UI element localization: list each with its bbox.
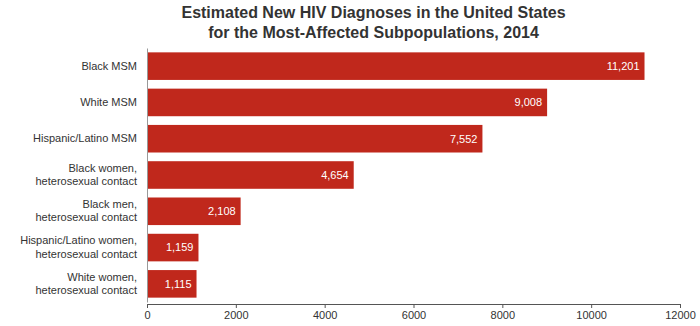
tick-label: 4000 bbox=[313, 309, 337, 321]
tick-mark bbox=[147, 304, 148, 308]
data-label: 11,201 bbox=[607, 60, 640, 72]
x-axis: 0 2000 4000 6000 8000 10000 12000 bbox=[144, 304, 695, 321]
tick: 8000 bbox=[491, 304, 515, 321]
data-label: 1,159 bbox=[166, 241, 194, 253]
tick-mark bbox=[414, 304, 415, 308]
tick-label: Black men,heterosexual contact bbox=[35, 198, 137, 223]
tick: 0 bbox=[144, 304, 150, 321]
tick: Black MSM bbox=[81, 60, 147, 72]
title-line: for the Most-Affected Subpopulations, 20… bbox=[208, 24, 539, 41]
tick: 12000 bbox=[665, 304, 696, 321]
data-label: 4,654 bbox=[321, 169, 349, 181]
bar bbox=[147, 234, 198, 262]
axis-line bbox=[147, 49, 148, 303]
tick: 4000 bbox=[313, 304, 337, 321]
title: Estimated New HIV Diagnoses in the Unite… bbox=[181, 4, 565, 41]
tick-label: Black MSM bbox=[81, 60, 137, 72]
bar bbox=[147, 161, 354, 189]
bar bbox=[147, 89, 547, 117]
tick-label: 2000 bbox=[224, 309, 248, 321]
y-axis: Black MSM White MSM Hispanic/Latino MSM Bla… bbox=[20, 49, 147, 303]
tick-label: 10000 bbox=[576, 309, 607, 321]
tick: 6000 bbox=[402, 304, 426, 321]
tick: Hispanic/Latino women,heterosexual conta… bbox=[20, 234, 147, 259]
bar bbox=[147, 125, 482, 153]
tick-label: White MSM bbox=[80, 96, 137, 108]
bar bbox=[147, 270, 197, 298]
tick-label: 6000 bbox=[402, 309, 426, 321]
bar bbox=[147, 52, 645, 80]
data-label: 9,008 bbox=[515, 96, 543, 108]
axis-line bbox=[148, 305, 681, 309]
tick-label: 12000 bbox=[665, 309, 696, 321]
data-labels: 11,201 9,008 7,552 4,654 2,108 1,159 1,115 bbox=[165, 60, 640, 290]
bar bbox=[147, 197, 241, 225]
tick: White women,heterosexual contact bbox=[35, 271, 147, 296]
data-label: 1,115 bbox=[165, 278, 192, 290]
bars bbox=[147, 52, 645, 297]
tick: Black women,heterosexual contact bbox=[35, 162, 147, 187]
tick-label: Hispanic/Latino MSM bbox=[33, 132, 137, 144]
tick: 2000 bbox=[224, 304, 248, 321]
tick-label: White women,heterosexual contact bbox=[35, 271, 137, 296]
tick: Hispanic/Latino MSM bbox=[33, 132, 147, 144]
tick-mark bbox=[591, 304, 592, 308]
chart: Estimated New HIV Diagnoses in the Unite… bbox=[0, 0, 700, 326]
tick-label: 8000 bbox=[491, 309, 515, 321]
data-label: 2,108 bbox=[208, 205, 236, 217]
tick-mark bbox=[236, 304, 237, 308]
tick-mark bbox=[680, 304, 681, 308]
tick-label: Black women,heterosexual contact bbox=[35, 162, 137, 187]
tick-label: 0 bbox=[144, 309, 150, 321]
tick-mark bbox=[325, 304, 326, 308]
data-label: 7,552 bbox=[450, 133, 478, 145]
tick-label: Hispanic/Latino women,heterosexual conta… bbox=[20, 234, 137, 259]
tick: 10000 bbox=[576, 304, 607, 321]
title-line: Estimated New HIV Diagnoses in the Unite… bbox=[181, 4, 565, 21]
tick: White MSM bbox=[80, 96, 147, 108]
tick-mark bbox=[502, 304, 503, 308]
tick: Black men,heterosexual contact bbox=[35, 198, 147, 223]
